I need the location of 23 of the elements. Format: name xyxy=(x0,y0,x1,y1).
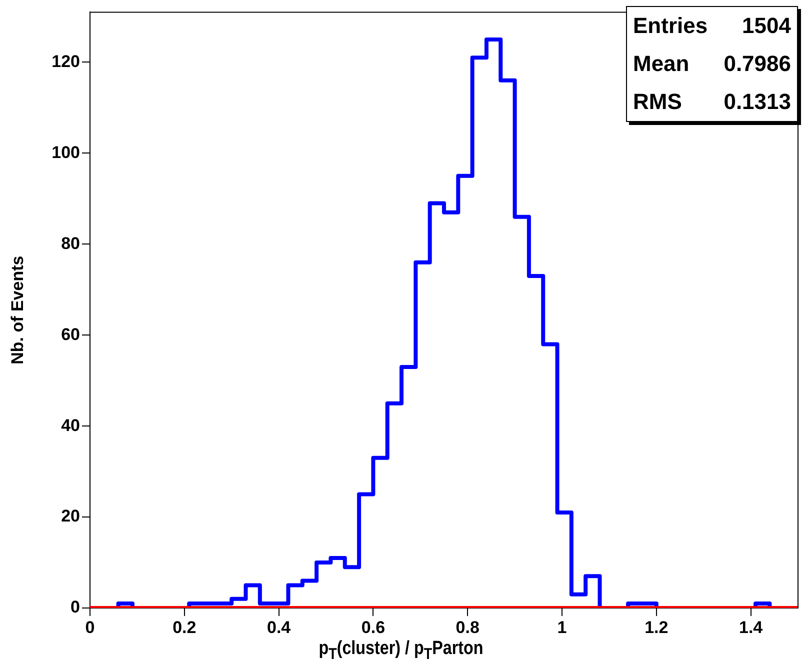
annotation: RMS xyxy=(633,88,682,116)
x-tick-label: 0.6 xyxy=(361,618,386,637)
y-tick-label: 120 xyxy=(52,52,80,71)
x-tick-label: 1.2 xyxy=(644,618,668,637)
x-axis-title: p$_{T}$(cluster) / p$_{T}$Parton xyxy=(318,638,484,664)
y-tick-label: 20 xyxy=(61,506,80,526)
y-tick-label: 80 xyxy=(61,234,80,253)
y-axis-title: Nb. of Events xyxy=(8,256,27,364)
y-tick-label: 100 xyxy=(52,142,80,162)
annotation: 0.1313 xyxy=(724,88,791,116)
x-tick-label: 0.2 xyxy=(172,618,196,637)
x-tick-label: 0.8 xyxy=(456,618,480,637)
x-tick-label: 1 xyxy=(557,618,567,637)
y-tick-label: 0 xyxy=(70,598,80,617)
y-tick-label: 40 xyxy=(61,416,80,435)
y-tick-label: 60 xyxy=(61,324,80,344)
annotation: Mean xyxy=(633,50,690,78)
x-tick-label: 0.4 xyxy=(266,618,292,637)
annotation: Entries xyxy=(633,12,708,40)
x-tick-label: 0 xyxy=(85,618,95,637)
x-tick-label: 1.4 xyxy=(738,618,764,637)
annotation: 1504 xyxy=(742,12,791,40)
annotation: 0.7986 xyxy=(724,50,791,78)
